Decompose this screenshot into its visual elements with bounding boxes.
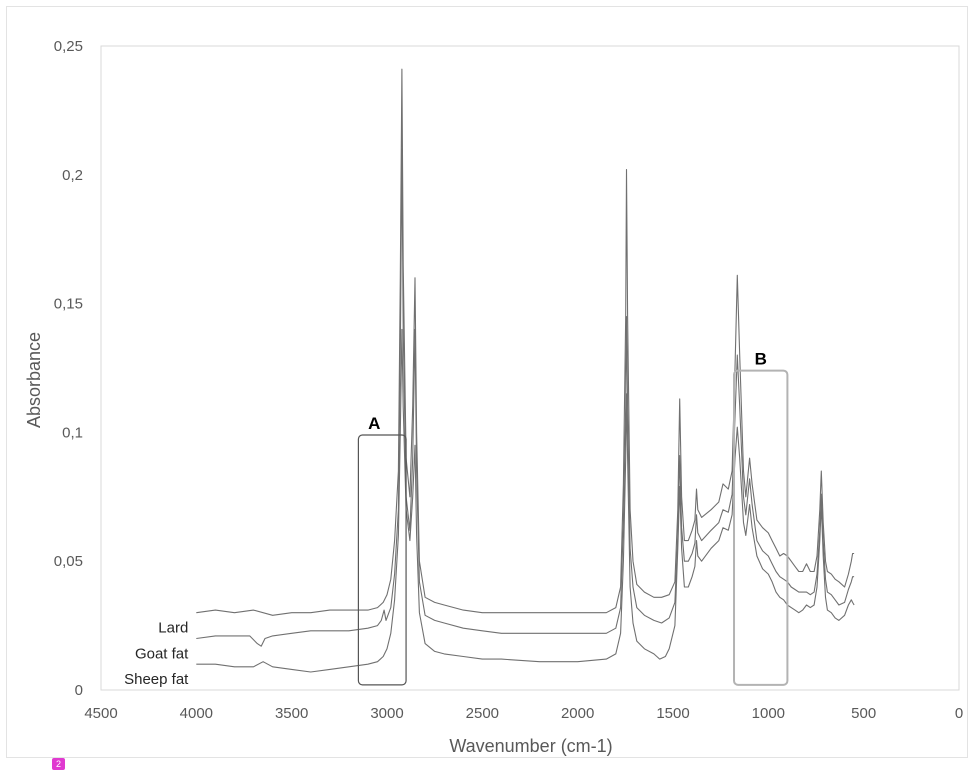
x-tick-label: 1500 (656, 705, 689, 722)
series-line-goat-fat (196, 148, 855, 647)
series-label: Goat fat (135, 645, 189, 662)
y-tick-label: 0,15 (54, 296, 83, 313)
series-label: Sheep fat (124, 671, 189, 688)
series-line-lard (196, 68, 855, 616)
y-tick-label: 0 (75, 682, 83, 699)
y-tick-label: 0,05 (54, 553, 83, 570)
x-tick-label: 2000 (561, 705, 594, 722)
x-axis-title: Wavenumber (cm-1) (449, 736, 612, 756)
series-label: Lard (158, 620, 188, 637)
x-tick-label: 0 (955, 705, 963, 722)
region-box-a (357, 434, 407, 686)
y-tick-label: 0,1 (62, 424, 83, 441)
page-number-badge: 2 (52, 758, 65, 770)
plot-border (100, 45, 960, 691)
chart-frame (6, 6, 968, 758)
x-tick-label: 1000 (752, 705, 785, 722)
region-box-b (733, 369, 789, 686)
x-tick-label: 3000 (370, 705, 403, 722)
series-labels: Lard Goat fat Sheep fat (124, 620, 189, 689)
y-tick-label: 0,25 (54, 38, 83, 55)
x-axis-ticks: 4500 4000 3500 3000 2500 2000 1500 1000 500 0 (84, 705, 963, 722)
y-axis-title: Absorbance (24, 332, 44, 428)
series-lines (196, 68, 855, 673)
series-line-sheep-fat (196, 328, 855, 673)
region-label-b: B (755, 350, 767, 369)
y-axis-ticks: 0 0,05 0,1 0,15 0,2 0,25 (54, 38, 83, 699)
y-tick-label: 0,2 (62, 167, 83, 184)
region-boxes: AB (357, 350, 789, 686)
region-label-a: A (368, 414, 380, 433)
plot-area (100, 45, 960, 691)
x-tick-label: 2500 (466, 705, 499, 722)
x-tick-label: 3500 (275, 705, 308, 722)
x-tick-label: 4500 (84, 705, 117, 722)
x-tick-label: 4000 (180, 705, 213, 722)
x-tick-label: 500 (851, 705, 876, 722)
